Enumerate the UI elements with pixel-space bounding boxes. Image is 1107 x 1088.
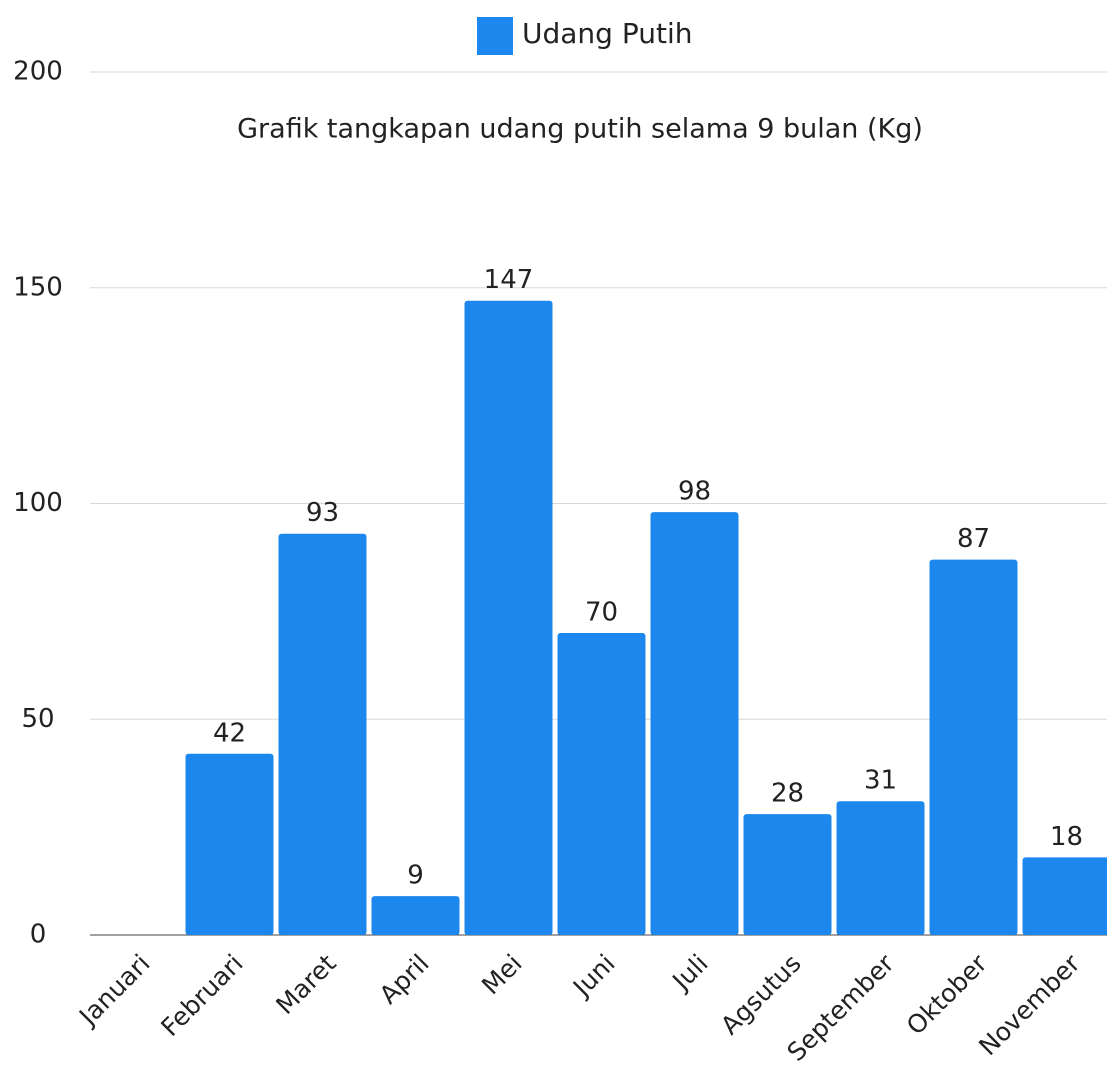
bar — [744, 814, 832, 935]
x-tick-label: Januari — [72, 949, 155, 1032]
bar — [837, 801, 925, 935]
bar — [1023, 857, 1107, 935]
x-tick-label: Juli — [666, 949, 714, 997]
value-label: 18 — [1050, 822, 1083, 852]
legend-label: Udang Putih — [522, 17, 693, 50]
x-tick-label: November — [973, 948, 1086, 1061]
value-label: 147 — [484, 265, 534, 295]
value-label: 28 — [771, 779, 804, 809]
bar — [651, 512, 739, 935]
value-label: 31 — [864, 766, 897, 796]
y-tick-label: 100 — [13, 488, 63, 518]
value-label: 93 — [306, 498, 339, 528]
y-tick-label: 50 — [21, 704, 54, 734]
bar — [558, 633, 646, 935]
x-tick-label: Februari — [155, 949, 248, 1042]
x-tick-label: Juni — [566, 949, 620, 1003]
chart-title: Grafik tangkapan udang putih selama 9 bu… — [237, 114, 923, 145]
chart: Grafik tangkapan udang putih selama 9 bu… — [0, 0, 1107, 1088]
value-label: 98 — [678, 477, 711, 507]
y-tick-label: 200 — [13, 57, 63, 87]
bar — [465, 301, 553, 935]
y-tick-label: 0 — [30, 920, 47, 950]
y-tick-label: 150 — [13, 272, 63, 302]
x-tick-label: Agsutus — [715, 949, 807, 1041]
x-tick-label: Oktober — [901, 948, 993, 1040]
bar — [279, 534, 367, 935]
value-label: 70 — [585, 597, 618, 627]
bar — [372, 896, 460, 935]
x-tick-label: Maret — [270, 949, 341, 1020]
legend-swatch — [477, 17, 513, 55]
x-tick-label: Mei — [476, 949, 528, 1001]
bar — [930, 560, 1018, 935]
x-tick-label: April — [374, 949, 435, 1010]
value-label: 9 — [407, 861, 424, 891]
bar — [186, 754, 274, 935]
value-label: 87 — [957, 524, 990, 554]
value-label: 42 — [213, 718, 246, 748]
